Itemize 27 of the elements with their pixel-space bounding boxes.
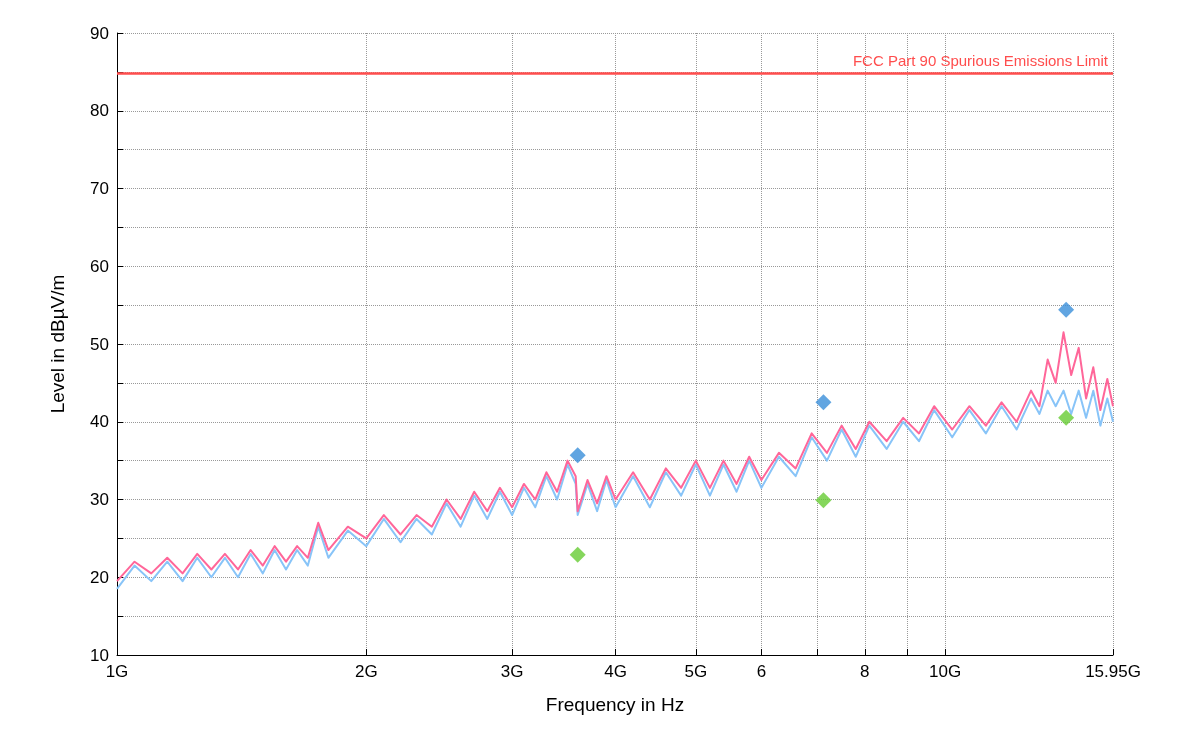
x-tick-label: 10G bbox=[929, 662, 962, 681]
y-tick-label: 60 bbox=[90, 256, 109, 276]
point bbox=[1058, 301, 1075, 318]
x-tick-label: 4G bbox=[604, 662, 627, 681]
y-tick-label: 40 bbox=[90, 412, 109, 432]
y-axis-title: Level in dBµV/m bbox=[47, 274, 68, 414]
y-tick-label: 50 bbox=[90, 334, 109, 354]
point bbox=[569, 546, 586, 563]
x-tick-label: 5G bbox=[684, 662, 708, 681]
point bbox=[569, 447, 586, 464]
point bbox=[815, 492, 832, 509]
x-tick-label: 15.95G bbox=[1085, 662, 1141, 681]
ref-line-label: FCC Part 90 Spurious Emissions Limit bbox=[852, 52, 1109, 70]
y-tick-label: 90 bbox=[90, 23, 109, 43]
x-tick-label: 3G bbox=[500, 662, 524, 681]
point bbox=[1058, 409, 1075, 426]
y-tick-label: 70 bbox=[90, 179, 109, 198]
x-tick-label: 8 bbox=[860, 662, 870, 681]
x-axis-title: Frequency in Hz bbox=[545, 694, 685, 715]
x-tick-label: 1G bbox=[105, 662, 129, 681]
y-tick-label: 80 bbox=[90, 101, 109, 121]
y-tick-label: 20 bbox=[90, 567, 109, 587]
point bbox=[815, 394, 832, 411]
x-tick-label: 6 bbox=[756, 662, 767, 681]
y-tick-label: 10 bbox=[90, 645, 109, 665]
x-tick-label: 2G bbox=[354, 662, 378, 681]
y-tick-label: 30 bbox=[90, 490, 109, 509]
